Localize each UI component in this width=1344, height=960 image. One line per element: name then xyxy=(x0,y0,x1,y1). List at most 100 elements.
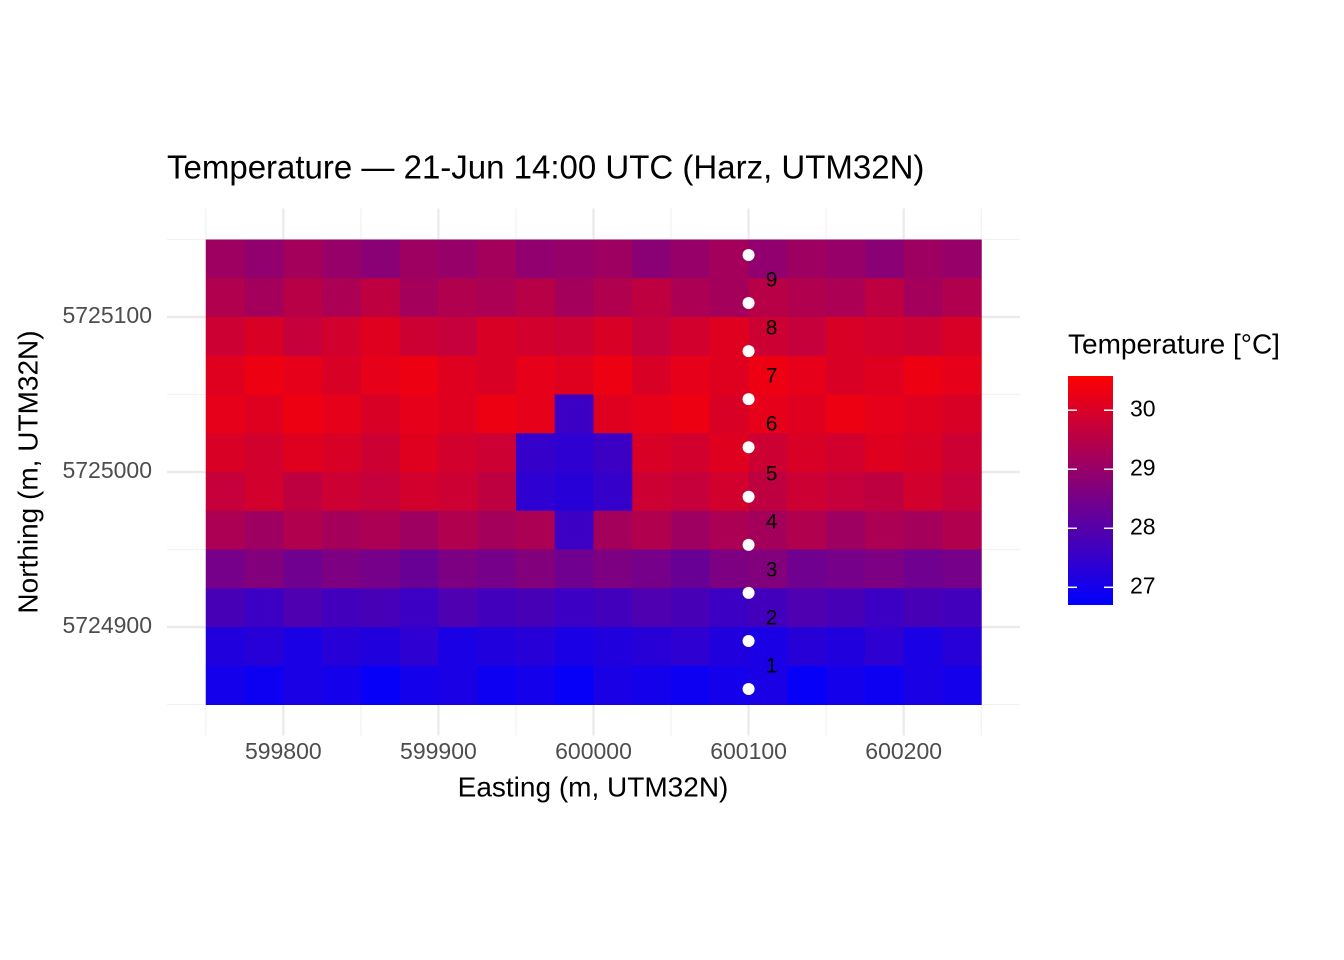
heatmap-cell xyxy=(477,588,517,628)
heatmap-cell xyxy=(826,317,866,357)
heatmap-cell xyxy=(477,549,517,589)
heatmap-cell xyxy=(593,394,633,434)
heatmap-cell xyxy=(283,627,323,667)
heatmap-cell xyxy=(477,627,517,667)
heatmap-cell xyxy=(709,239,750,279)
heatmap-cell xyxy=(205,355,246,395)
x-tick-label: 600100 xyxy=(710,738,787,764)
heatmap-cell xyxy=(903,239,943,279)
heatmap-cell xyxy=(748,588,788,628)
heatmap-cell xyxy=(942,627,982,667)
heatmap-cell xyxy=(826,394,866,434)
heatmap-cell xyxy=(322,433,362,473)
x-tick-label: 600200 xyxy=(865,738,942,764)
heatmap-cell xyxy=(438,239,478,279)
heatmap-cell xyxy=(244,627,284,667)
heatmap-cell xyxy=(671,627,711,667)
heatmap-cell xyxy=(399,355,439,395)
heatmap-cell xyxy=(632,394,672,434)
heatmap-cell xyxy=(322,472,362,512)
heatmap-cell xyxy=(593,549,633,589)
station-point xyxy=(742,297,755,310)
heatmap-cell xyxy=(864,665,905,705)
heatmap-cell xyxy=(787,278,827,318)
x-tick-label: 599800 xyxy=(245,738,322,764)
heatmap-cell xyxy=(903,355,943,395)
heatmap-cell xyxy=(477,394,517,434)
heatmap-cell xyxy=(632,549,672,589)
heatmap-cell xyxy=(515,394,556,434)
heatmap-cell xyxy=(748,317,788,357)
heatmap-cell xyxy=(360,472,401,512)
heatmap-cell xyxy=(322,549,362,589)
heatmap-cell xyxy=(671,472,711,512)
heatmap-cell xyxy=(515,278,556,318)
station-point xyxy=(742,345,755,358)
heatmap-cell xyxy=(903,394,943,434)
heatmap-cell xyxy=(709,549,750,589)
heatmap-cell xyxy=(438,317,478,357)
heatmap-cell xyxy=(438,510,478,550)
heatmap-cell xyxy=(903,278,943,318)
heatmap-cell xyxy=(244,472,284,512)
heatmap-cell xyxy=(554,472,594,512)
heatmap-cell xyxy=(593,665,633,705)
heatmap-cell xyxy=(554,317,594,357)
heatmap-cell xyxy=(593,627,633,667)
heatmap-cell xyxy=(864,510,905,550)
heatmap-cell xyxy=(903,549,943,589)
heatmap-cell xyxy=(205,665,246,705)
station-label: 7 xyxy=(766,365,778,388)
heatmap-cell xyxy=(515,317,556,357)
heatmap-cell xyxy=(787,588,827,628)
heatmap-cell xyxy=(399,433,439,473)
station-point xyxy=(742,441,755,454)
heatmap-cell xyxy=(205,627,246,667)
heatmap-cell xyxy=(205,588,246,628)
heatmap-cell xyxy=(593,472,633,512)
heatmap-cell xyxy=(399,472,439,512)
y-tick-label: 5724900 xyxy=(62,612,152,638)
heatmap-cell xyxy=(477,472,517,512)
heatmap-cell xyxy=(283,239,323,279)
heatmap-cell xyxy=(864,472,905,512)
heatmap-cell xyxy=(360,588,401,628)
heatmap-cell xyxy=(244,278,284,318)
heatmap-cell xyxy=(244,665,284,705)
heatmap-cell xyxy=(942,510,982,550)
heatmap-cell xyxy=(477,433,517,473)
heatmap-cell xyxy=(864,394,905,434)
heatmap-cell xyxy=(515,355,556,395)
station-label: 1 xyxy=(766,655,778,678)
heatmap-cell xyxy=(748,355,788,395)
heatmap-cell xyxy=(942,433,982,473)
x-axis-label: Easting (m, UTM32N) xyxy=(458,771,729,802)
heatmap-cell xyxy=(283,355,323,395)
heatmap-cell xyxy=(283,472,323,512)
heatmap-cell xyxy=(632,278,672,318)
heatmap-cell xyxy=(438,665,478,705)
heatmap-cell xyxy=(826,355,866,395)
heatmap-cell xyxy=(283,588,323,628)
heatmap-cell xyxy=(864,588,905,628)
heatmap-cell xyxy=(942,665,982,705)
heatmap-cell xyxy=(632,627,672,667)
y-tick-label: 5725100 xyxy=(62,302,152,328)
heatmap-cell xyxy=(515,549,556,589)
heatmap-cell xyxy=(438,394,478,434)
heatmap-cell xyxy=(671,317,711,357)
heatmap-cell xyxy=(709,510,750,550)
heatmap-cell xyxy=(322,355,362,395)
heatmap-cell xyxy=(360,665,401,705)
heatmap-cell xyxy=(671,239,711,279)
heatmap-cell xyxy=(244,317,284,357)
heatmap-cell xyxy=(709,355,750,395)
heatmap-cell xyxy=(360,433,401,473)
heatmap-cell xyxy=(748,239,788,279)
y-tick-label: 5725000 xyxy=(62,457,152,483)
heatmap-cell xyxy=(826,549,866,589)
heatmap-cell xyxy=(244,239,284,279)
heatmap-cell xyxy=(709,665,750,705)
heatmap-cell xyxy=(399,549,439,589)
x-tick-label: 600000 xyxy=(555,738,632,764)
